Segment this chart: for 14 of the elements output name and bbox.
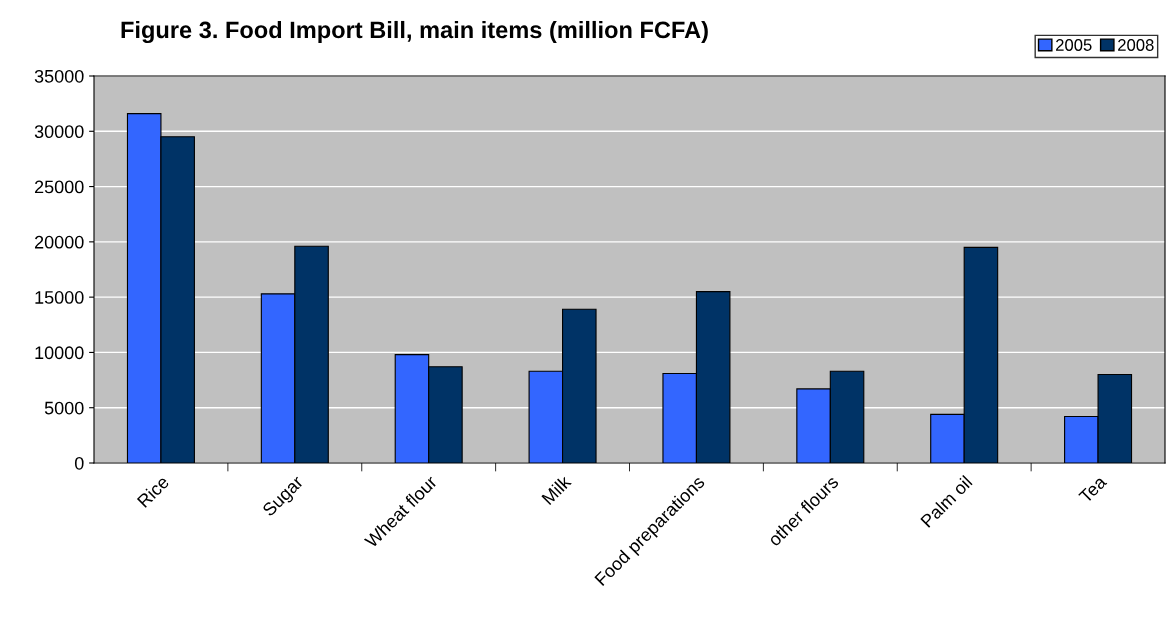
chart-title: Figure 3. Food Import Bill, main items (million FCFA) [121, 20, 708, 44]
y-tick-label: 35000 [34, 69, 84, 83]
x-tick-label: Milk [540, 474, 572, 506]
legend-label: 2008 [1118, 39, 1154, 51]
legend-label: 2005 [1056, 39, 1092, 51]
y-tick-label: 30000 [34, 125, 84, 139]
y-tick-label: 15000 [35, 291, 84, 304]
y-tick-label: 0 [74, 456, 84, 470]
y-tick-label: 5000 [44, 401, 84, 415]
x-tick-label: Tea [1078, 474, 1108, 504]
y-tick-label: 10000 [35, 346, 84, 360]
y-tick-label: 20000 [34, 235, 84, 249]
x-tick-label: Rice [136, 474, 170, 508]
y-tick-label: 25000 [34, 180, 84, 194]
